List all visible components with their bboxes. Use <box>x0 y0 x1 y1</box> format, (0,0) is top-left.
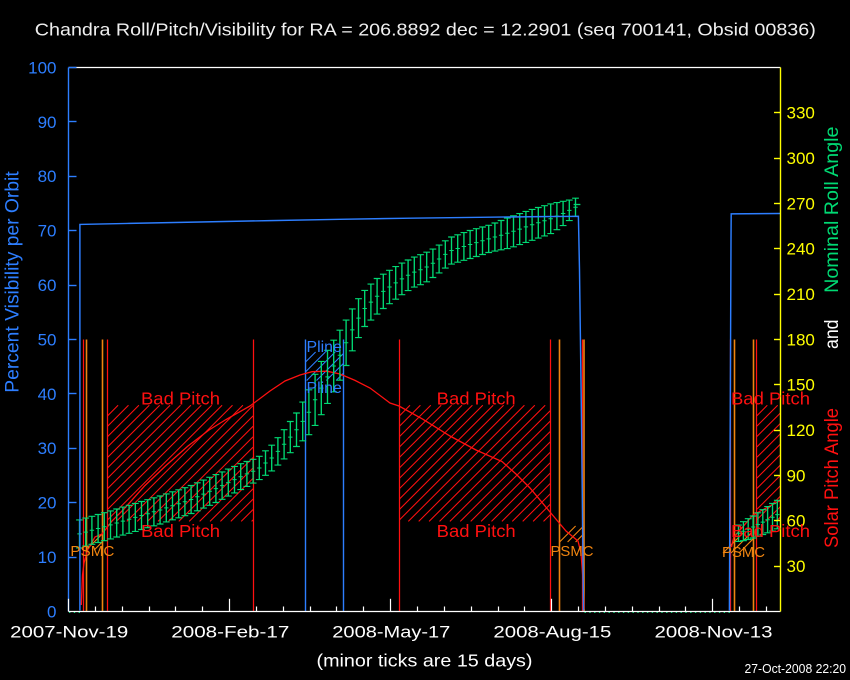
svg-text:30: 30 <box>787 557 806 576</box>
svg-text:Bad Pitch: Bad Pitch <box>437 521 516 541</box>
svg-text:20: 20 <box>38 494 57 513</box>
svg-text:Nominal Roll Angle: Nominal Roll Angle <box>822 126 843 292</box>
svg-text:240: 240 <box>787 240 815 259</box>
svg-text:150: 150 <box>787 376 815 395</box>
svg-text:40: 40 <box>38 385 57 404</box>
svg-text:Bad Pitch: Bad Pitch <box>731 389 810 409</box>
svg-text:Pline: Pline <box>307 339 342 356</box>
svg-text:PSMC: PSMC <box>722 545 765 561</box>
svg-text:50: 50 <box>38 330 57 349</box>
svg-text:60: 60 <box>787 512 806 531</box>
svg-text:2008-Aug-15: 2008-Aug-15 <box>493 623 611 642</box>
svg-text:80: 80 <box>38 167 57 186</box>
svg-text:90: 90 <box>787 466 806 485</box>
svg-text:100: 100 <box>28 58 56 77</box>
svg-text:180: 180 <box>787 330 815 349</box>
svg-text:Percent Visibility per Orbit: Percent Visibility per Orbit <box>2 171 24 393</box>
svg-text:Pline: Pline <box>307 380 342 397</box>
svg-text:300: 300 <box>787 149 815 168</box>
svg-text:PSMC: PSMC <box>551 544 594 560</box>
svg-text:2007-Nov-19: 2007-Nov-19 <box>10 623 128 642</box>
svg-text:PSMC: PSMC <box>70 544 114 560</box>
svg-text:330: 330 <box>787 104 815 123</box>
svg-text:Chandra Roll/Pitch/Visibility: Chandra Roll/Pitch/Visibility for RA = 2… <box>35 19 816 39</box>
svg-text:Bad Pitch: Bad Pitch <box>731 521 810 541</box>
svg-text:90: 90 <box>38 113 57 132</box>
svg-text:(minor ticks are 15 days): (minor ticks are 15 days) <box>317 651 533 671</box>
svg-text:60: 60 <box>38 276 57 295</box>
svg-text:270: 270 <box>787 194 815 213</box>
svg-text:2008-Nov-13: 2008-Nov-13 <box>655 623 773 642</box>
svg-text:Bad Pitch: Bad Pitch <box>141 389 220 409</box>
svg-text:2008-May-17: 2008-May-17 <box>332 623 450 642</box>
svg-text:2008-Feb-17: 2008-Feb-17 <box>171 623 289 642</box>
svg-text:27-Oct-2008 22:20: 27-Oct-2008 22:20 <box>745 662 847 676</box>
svg-text:30: 30 <box>38 439 57 458</box>
svg-text:Bad Pitch: Bad Pitch <box>437 389 516 409</box>
svg-text:210: 210 <box>787 285 815 304</box>
svg-text:120: 120 <box>787 421 815 440</box>
svg-text:70: 70 <box>38 222 57 241</box>
svg-text:10: 10 <box>38 548 57 567</box>
svg-text:and: and <box>822 320 843 350</box>
svg-text:0: 0 <box>47 602 56 621</box>
svg-text:Solar Pitch Angle: Solar Pitch Angle <box>822 408 843 548</box>
svg-text:Bad Pitch: Bad Pitch <box>141 521 220 541</box>
